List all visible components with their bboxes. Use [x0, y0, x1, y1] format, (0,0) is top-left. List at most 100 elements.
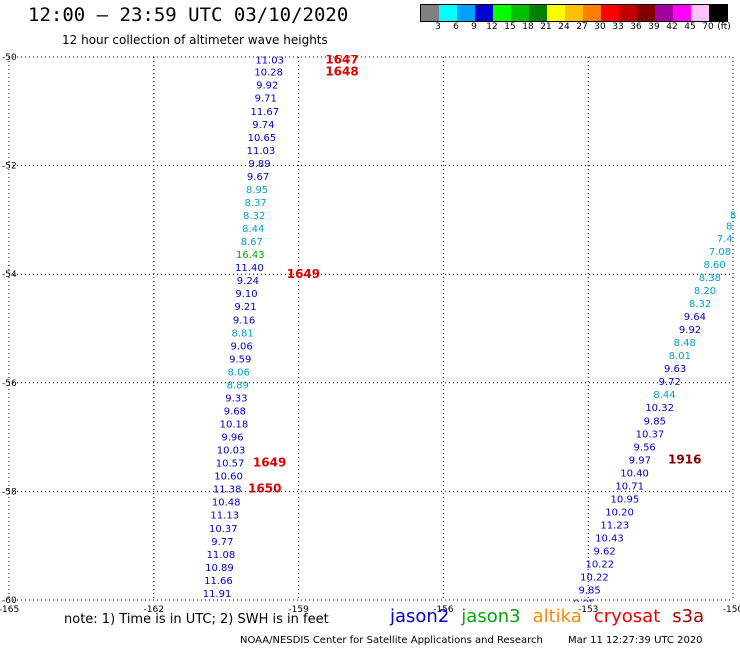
scale-label: 30	[594, 22, 606, 32]
satellite-legend-entry: jason2	[390, 606, 450, 627]
wave-height-value: 9.72	[659, 377, 681, 388]
scale-label: 3	[435, 22, 441, 32]
scale-swatch	[619, 5, 637, 21]
wave-height-value: 8.32	[243, 211, 265, 222]
wave-height-value: 9.62	[593, 547, 615, 558]
wave-height-value: 9.92	[679, 325, 701, 336]
wave-height-value: 9.33	[225, 393, 247, 404]
y-tick-label: -54	[2, 270, 17, 280]
wave-height-value: 8.48	[674, 338, 696, 349]
wave-height-value: 9.10	[235, 289, 257, 300]
satellite-legend-entry: jason3	[461, 606, 521, 627]
scale-unit: (ft)	[717, 22, 731, 32]
wave-height-value: 8.38	[699, 273, 721, 284]
wave-height-value: 10.89	[205, 563, 234, 574]
scale-label: 24	[558, 22, 570, 32]
pass-time-label: 1648	[325, 65, 358, 79]
wave-height-value: 10.37	[209, 524, 238, 535]
wave-height-value: 8.37	[245, 198, 267, 209]
wave-height-value: 9.97	[629, 455, 651, 466]
wave-height-value: 8.89	[227, 380, 249, 391]
scale-swatch	[691, 5, 709, 21]
wave-height-value: 9.59	[229, 354, 251, 365]
wave-height-value: 9.89	[248, 159, 270, 170]
wave-height-value: 10.40	[620, 468, 649, 479]
scale-label: 36	[630, 22, 642, 32]
scale-swatch	[547, 5, 565, 21]
wave-height-value: 9.68	[224, 406, 246, 417]
wave-height-value: 10.43	[595, 534, 624, 545]
wave-height-value: 9.56	[634, 442, 656, 453]
wave-height-value: 11.23	[600, 521, 629, 532]
wave-height-value: 8.67	[241, 237, 263, 248]
scale-label: 9	[471, 22, 477, 32]
satellite-legend-entry: altika	[532, 606, 582, 627]
wave-height-value: 11.03	[255, 56, 284, 67]
scale-swatch	[709, 5, 727, 21]
x-tick-label: -165	[0, 605, 19, 615]
wave-height-value: 8.20	[694, 286, 716, 297]
wave-height-value: 8.06	[228, 367, 250, 378]
wave-height-value: 8.32	[689, 299, 711, 310]
wave-height-value: 11.08	[207, 550, 236, 561]
wave-height-value: 10.22	[580, 573, 609, 584]
wave-height-value: 8.44	[653, 390, 675, 401]
scale-label: 6	[453, 22, 459, 32]
scale-label: 18	[522, 22, 534, 32]
note-text: note: 1) Time is in UTC; 2) SWH is in fe…	[64, 612, 329, 627]
wave-height-value: 10.71	[615, 481, 644, 492]
x-tick-label: -159	[288, 605, 309, 615]
wave-height-value: 11.67	[250, 107, 279, 118]
color-scale-legend	[420, 4, 728, 22]
scale-label: 45	[684, 22, 696, 32]
scale-swatch	[565, 5, 583, 21]
wave-height-value: 11.91	[203, 589, 232, 600]
wave-height-value: 10.57	[216, 459, 245, 470]
satellite-legend: jason2 jason3 altika cryosat s3a	[390, 606, 716, 627]
wave-height-value: 9.67	[247, 172, 269, 183]
y-tick-label: -58	[2, 487, 17, 497]
color-scale-labels: 3 6 9 12 15 18 21 24 27 30 33 36 39 42 45 70 (ft)	[420, 22, 740, 34]
wave-height-value: 9.96	[221, 433, 243, 444]
y-tick-label: -50	[2, 53, 17, 63]
pass-time-label: 1916	[668, 452, 701, 466]
wave-height-value: 8.01	[669, 351, 691, 362]
wave-height-value: 9.21	[234, 302, 256, 313]
data-points-group: 11.0310.289.929.7111.679.7410.6511.039.8…	[201, 53, 736, 613]
wave-height-value: 10.32	[645, 403, 674, 414]
x-tick-label: -162	[144, 605, 164, 615]
wave-height-value: 10.28	[254, 68, 283, 79]
wave-height-value: 16.43	[236, 250, 265, 261]
wave-height-value: 11.66	[204, 576, 233, 587]
y-tick-label: -56	[2, 379, 17, 389]
credit-text: NOAA/NESDIS Center for Satellite Applica…	[240, 635, 543, 646]
wave-height-value: 12.03	[201, 602, 230, 613]
scale-swatch	[475, 5, 493, 21]
wave-height-value: 9.77	[211, 537, 233, 548]
scale-label: 70	[702, 22, 714, 32]
scale-label: 42	[666, 22, 678, 32]
wave-height-value: 9.16	[233, 315, 255, 326]
scale-label: 27	[576, 22, 588, 32]
satellite-legend-entry: s3a	[672, 606, 705, 627]
pass-time-label: 1647	[325, 53, 358, 67]
wave-height-value: 11.13	[210, 511, 239, 522]
wave-height-value: 10.22	[585, 560, 614, 571]
wave-height-value: 9.85	[644, 416, 666, 427]
scale-swatch	[421, 5, 439, 21]
wave-height-value: 9.95	[573, 599, 595, 610]
chart-title: 12:00 – 23:59 UTC 03/10/2020	[28, 4, 349, 26]
wave-height-value: 7.08	[709, 247, 731, 258]
pass-time-label: 1650	[248, 482, 281, 496]
scale-swatch	[439, 5, 457, 21]
scale-label: 21	[540, 22, 552, 32]
scale-swatch	[457, 5, 475, 21]
wave-height-value: 10.18	[220, 420, 249, 431]
pass-time-label: 1649	[287, 267, 320, 281]
satellite-legend-entry: cryosat	[593, 606, 661, 627]
wave-height-value: 11.03	[247, 146, 276, 157]
wave-height-value: 8.95	[246, 185, 268, 196]
wave-height-value: 11.40	[235, 263, 264, 274]
wave-height-value: 11.38	[213, 485, 242, 496]
scale-label: 39	[648, 22, 660, 32]
